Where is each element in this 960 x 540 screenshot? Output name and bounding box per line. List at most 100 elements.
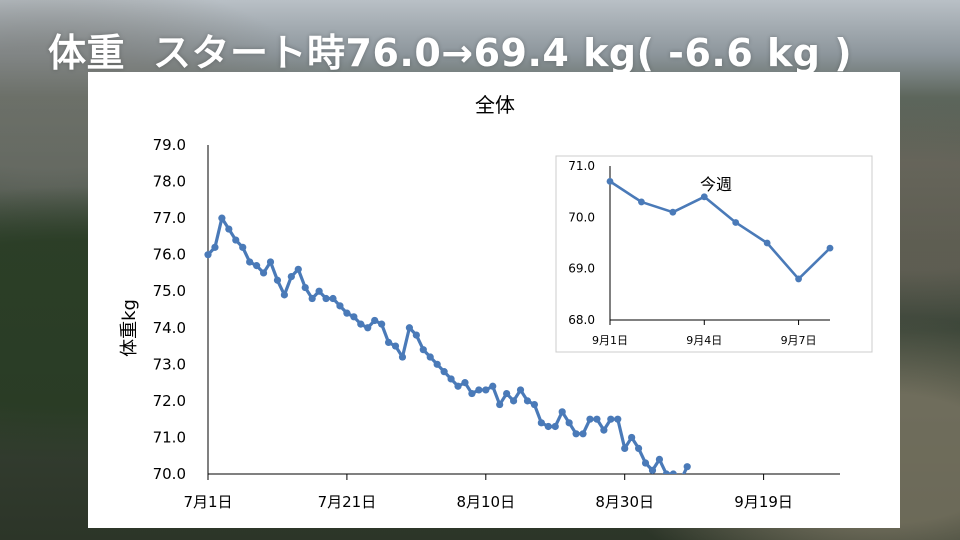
weight-data-point [447, 375, 455, 383]
inset-y-tick-label: 71.0 [568, 159, 595, 173]
y-tick-label: 71.0 [153, 428, 186, 446]
main-axes: 70.0 71.0 72.0 73.0 74.0 75.0 76.0 77.0 78.0 79.0… [153, 136, 840, 511]
weight-data-point [489, 382, 497, 390]
weight-data-point [593, 415, 601, 423]
week-data-point [732, 219, 740, 226]
weight-data-point [433, 360, 441, 368]
weight-data-point [461, 379, 469, 387]
week-data-point [669, 208, 677, 216]
weight-data-point [204, 251, 212, 259]
inset-x-tick-label: 9月4日 [686, 334, 722, 347]
weight-data-point [579, 430, 587, 438]
weight-data-point [628, 433, 636, 442]
y-tick-label: 73.0 [153, 355, 186, 373]
weight-data-point [440, 368, 448, 376]
weight-data-point [634, 444, 643, 453]
y-tick-label: 75.0 [153, 282, 186, 300]
banner-label: 体重 [48, 31, 126, 75]
weight-data-point [405, 324, 414, 332]
banner-summary: スタート時76.0→69.4 kg( -6.6 kg ) [153, 31, 853, 75]
weight-data-point [475, 386, 483, 394]
weight-series-line [206, 216, 689, 474]
week-data-point [795, 275, 802, 283]
weight-data-point [412, 331, 420, 339]
inset-x-tick-label: 9月1日 [592, 334, 628, 347]
weight-data-point [621, 444, 629, 453]
weight-data-point [669, 470, 677, 474]
weight-data-point [683, 463, 691, 471]
weight-data-point [246, 258, 254, 266]
weight-data-point [273, 276, 282, 284]
y-tick-label: 72.0 [153, 392, 186, 410]
inset-axes: 68.0 69.0 70.0 71.0 9月1日 9月4日 9月7日 [568, 159, 830, 347]
week-data-point [826, 244, 834, 252]
chart-title: 全体 [475, 93, 515, 117]
x-tick-label: 8月30日 [595, 493, 654, 511]
weight-data-point [523, 397, 532, 405]
weight-data-point [350, 313, 358, 321]
weight-data-point [496, 400, 504, 409]
weight-data-point [662, 470, 670, 474]
weight-data-point [530, 400, 539, 409]
weight-data-point [384, 338, 393, 346]
inset-frame [555, 155, 873, 353]
weight-data-point [586, 415, 594, 423]
weight-data-point [454, 382, 462, 390]
weight-data-point [357, 320, 365, 328]
weight-chart: 全体 体重kg 70.0 71.0 72.0 73.0 74.0 75.0 76.0 77.0… [119, 93, 873, 511]
y-tick-label: 74.0 [153, 319, 186, 337]
weight-data-point [287, 273, 295, 281]
weight-data-point [677, 478, 684, 485]
weight-data-point [551, 422, 559, 431]
weight-data-point [509, 397, 518, 405]
weight-data-point [468, 389, 476, 398]
weight-data-point [378, 320, 386, 328]
inset-y-tick-label: 70.0 [568, 210, 595, 224]
weight-data-point [607, 415, 615, 423]
weight-data-point [419, 346, 427, 354]
inset-x-tick-label: 9月7日 [781, 334, 817, 347]
week-data-point [606, 178, 614, 185]
weight-data-point [426, 353, 434, 361]
weight-data-point [343, 309, 351, 317]
main-series [204, 214, 691, 485]
weight-data-point [614, 415, 622, 423]
weight-data-point [322, 294, 330, 303]
weight-data-point [544, 422, 552, 431]
weight-data-point [315, 287, 323, 295]
weight-data-point [336, 302, 344, 310]
weight-data-point [218, 214, 226, 222]
y-tick-label: 76.0 [153, 246, 186, 264]
weight-data-point [232, 236, 240, 244]
weight-data-point [266, 258, 275, 266]
weight-banner: 体重 スタート時76.0→69.4 kg( -6.6 kg ) [48, 22, 852, 77]
weight-data-point [558, 408, 566, 416]
week-data-point [638, 198, 645, 206]
weight-data-point [537, 419, 545, 427]
weight-data-point [648, 466, 657, 474]
weight-data-point [211, 243, 219, 251]
y-tick-label: 78.0 [153, 173, 186, 191]
weight-data-point [239, 243, 247, 251]
weight-data-point [600, 426, 608, 434]
weight-data-point [565, 419, 573, 427]
weight-data-point [225, 225, 233, 233]
chart-panel: 全体 体重kg 70.0 71.0 72.0 73.0 74.0 75.0 76.0 77.0… [88, 72, 900, 528]
inset-chart: 今週 68.0 69.0 70.0 71.0 9月1日 9月4日 9月7日 [555, 155, 873, 353]
y-tick-label: 70.0 [153, 465, 186, 483]
weight-data-point [572, 430, 580, 438]
weight-data-point [329, 294, 337, 303]
week-data-point [700, 193, 708, 201]
weight-data-point [364, 324, 372, 332]
y-tick-label: 79.0 [153, 136, 186, 154]
x-tick-label: 7月1日 [183, 493, 232, 511]
weight-data-point [308, 294, 316, 303]
weight-data-point [516, 386, 525, 394]
inset-title: 今週 [700, 175, 732, 194]
weight-data-point [482, 386, 490, 394]
weight-data-point [655, 455, 664, 463]
weight-data-point [391, 342, 400, 350]
inset-y-tick-label: 69.0 [568, 262, 595, 276]
weight-data-point [259, 269, 268, 277]
weight-data-point [294, 265, 302, 273]
